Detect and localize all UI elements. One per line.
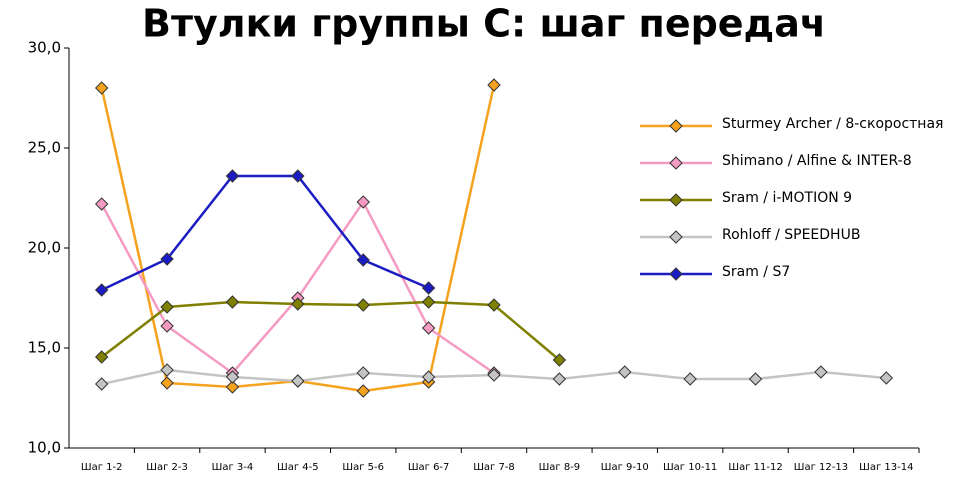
point	[487, 78, 501, 92]
series-line	[100, 84, 496, 393]
x-tick-label: Шаг 5-6	[342, 462, 384, 473]
x-tick-label: Шаг 2-3	[146, 462, 188, 473]
point	[160, 300, 174, 314]
point	[356, 366, 370, 380]
point	[225, 380, 240, 394]
point	[879, 371, 894, 385]
x-tick-label: Шаг 10-11	[663, 462, 717, 473]
x-tick-label: Шаг 6-7	[408, 462, 450, 473]
x-tick-label: Шаг 3-4	[212, 462, 254, 473]
legend-label: Sram / i-MOTION 9	[722, 190, 852, 206]
legend-marker	[669, 119, 683, 133]
x-tick-label: Шаг 13-14	[859, 462, 913, 473]
point	[552, 372, 567, 386]
point	[94, 377, 109, 391]
point	[683, 372, 697, 386]
legend-marker	[669, 156, 683, 170]
point	[160, 319, 174, 333]
point	[94, 283, 109, 297]
point	[356, 253, 370, 267]
point	[487, 298, 501, 312]
point	[356, 384, 370, 398]
legend-marker	[669, 267, 683, 281]
legend-label: Sram / S7	[722, 264, 790, 280]
x-tick-label: Шаг 4-5	[277, 462, 319, 473]
point	[421, 321, 436, 335]
legend-marker	[669, 193, 683, 207]
x-tick-label: Шаг 7-8	[473, 462, 515, 473]
series-line	[100, 300, 561, 361]
point	[552, 353, 567, 367]
point	[160, 252, 174, 266]
y-tick-label: 25,0	[28, 139, 61, 157]
point	[291, 297, 305, 311]
x-tick-label: Шаг 8-9	[539, 462, 581, 473]
y-tick-label: 30,0	[28, 39, 61, 57]
x-tick-label: Шаг 11-12	[728, 462, 782, 473]
y-tick-label: 20,0	[28, 239, 61, 257]
point	[94, 81, 109, 95]
point	[160, 363, 174, 377]
legend-label: Shimano / Alfine & INTER-8	[722, 153, 912, 169]
y-tick-label: 15,0	[28, 339, 61, 357]
x-tick-label: Шаг 1-2	[81, 462, 123, 473]
point	[748, 372, 763, 386]
point	[618, 365, 632, 379]
point	[160, 376, 174, 390]
legend-label: Rohloff / SPEEDHUB	[722, 227, 860, 243]
x-tick-label: Шаг 12-13	[794, 462, 848, 473]
point	[94, 197, 109, 211]
point	[291, 169, 305, 183]
point	[814, 365, 828, 379]
point	[421, 370, 436, 384]
point	[356, 298, 370, 312]
point	[421, 295, 436, 309]
legend-marker	[669, 230, 683, 244]
point	[94, 350, 109, 364]
point	[487, 368, 501, 382]
y-tick-label: 10,0	[28, 439, 61, 457]
series-line	[101, 174, 430, 292]
point	[225, 295, 240, 309]
point	[356, 195, 370, 209]
legend-label: Sturmey Archer / 8-скоростная	[722, 116, 943, 132]
point	[225, 169, 240, 183]
point	[421, 281, 436, 295]
point	[225, 370, 240, 384]
point	[291, 374, 305, 388]
chart-title: Втулки группы C: шаг передач	[142, 2, 826, 46]
x-tick-label: Шаг 9-10	[601, 462, 649, 473]
